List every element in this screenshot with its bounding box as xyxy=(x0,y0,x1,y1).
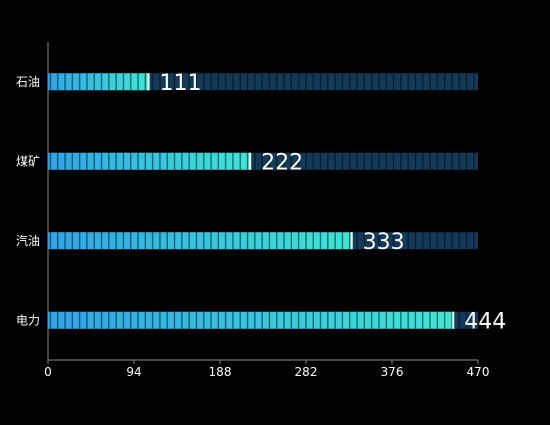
value-label: 111 xyxy=(160,71,202,96)
x-tick-label: 188 xyxy=(209,365,232,379)
bar-segments xyxy=(48,152,252,170)
bars-layer xyxy=(48,73,478,329)
category-label: 电力 xyxy=(16,313,40,327)
x-tick-label: 94 xyxy=(126,365,141,379)
bar-end-cap xyxy=(452,311,455,329)
bar-segments xyxy=(48,311,455,329)
category-label: 煤矿 xyxy=(16,154,40,168)
bar-end-cap xyxy=(350,232,353,250)
x-tick-label: 282 xyxy=(295,365,318,379)
bar-end-cap xyxy=(147,73,150,91)
category-label: 汽油 xyxy=(16,233,40,248)
value-label: 444 xyxy=(464,309,506,334)
bar-end-cap xyxy=(249,152,252,170)
x-tick-label: 0 xyxy=(44,365,52,379)
value-label: 333 xyxy=(363,230,405,255)
x-tick-label: 470 xyxy=(467,365,490,379)
bar-segments xyxy=(48,232,353,250)
axis-layer xyxy=(47,42,479,364)
bar-segments xyxy=(48,73,150,91)
value-label: 222 xyxy=(261,150,303,175)
x-tick-label: 376 xyxy=(381,365,404,379)
labels-layer: 0 94 188 282 376 470 石油 111 煤矿 222 汽油 333 电力 444 xyxy=(16,71,506,379)
category-label: 石油 xyxy=(16,75,40,89)
bar-track-segments xyxy=(48,73,478,91)
